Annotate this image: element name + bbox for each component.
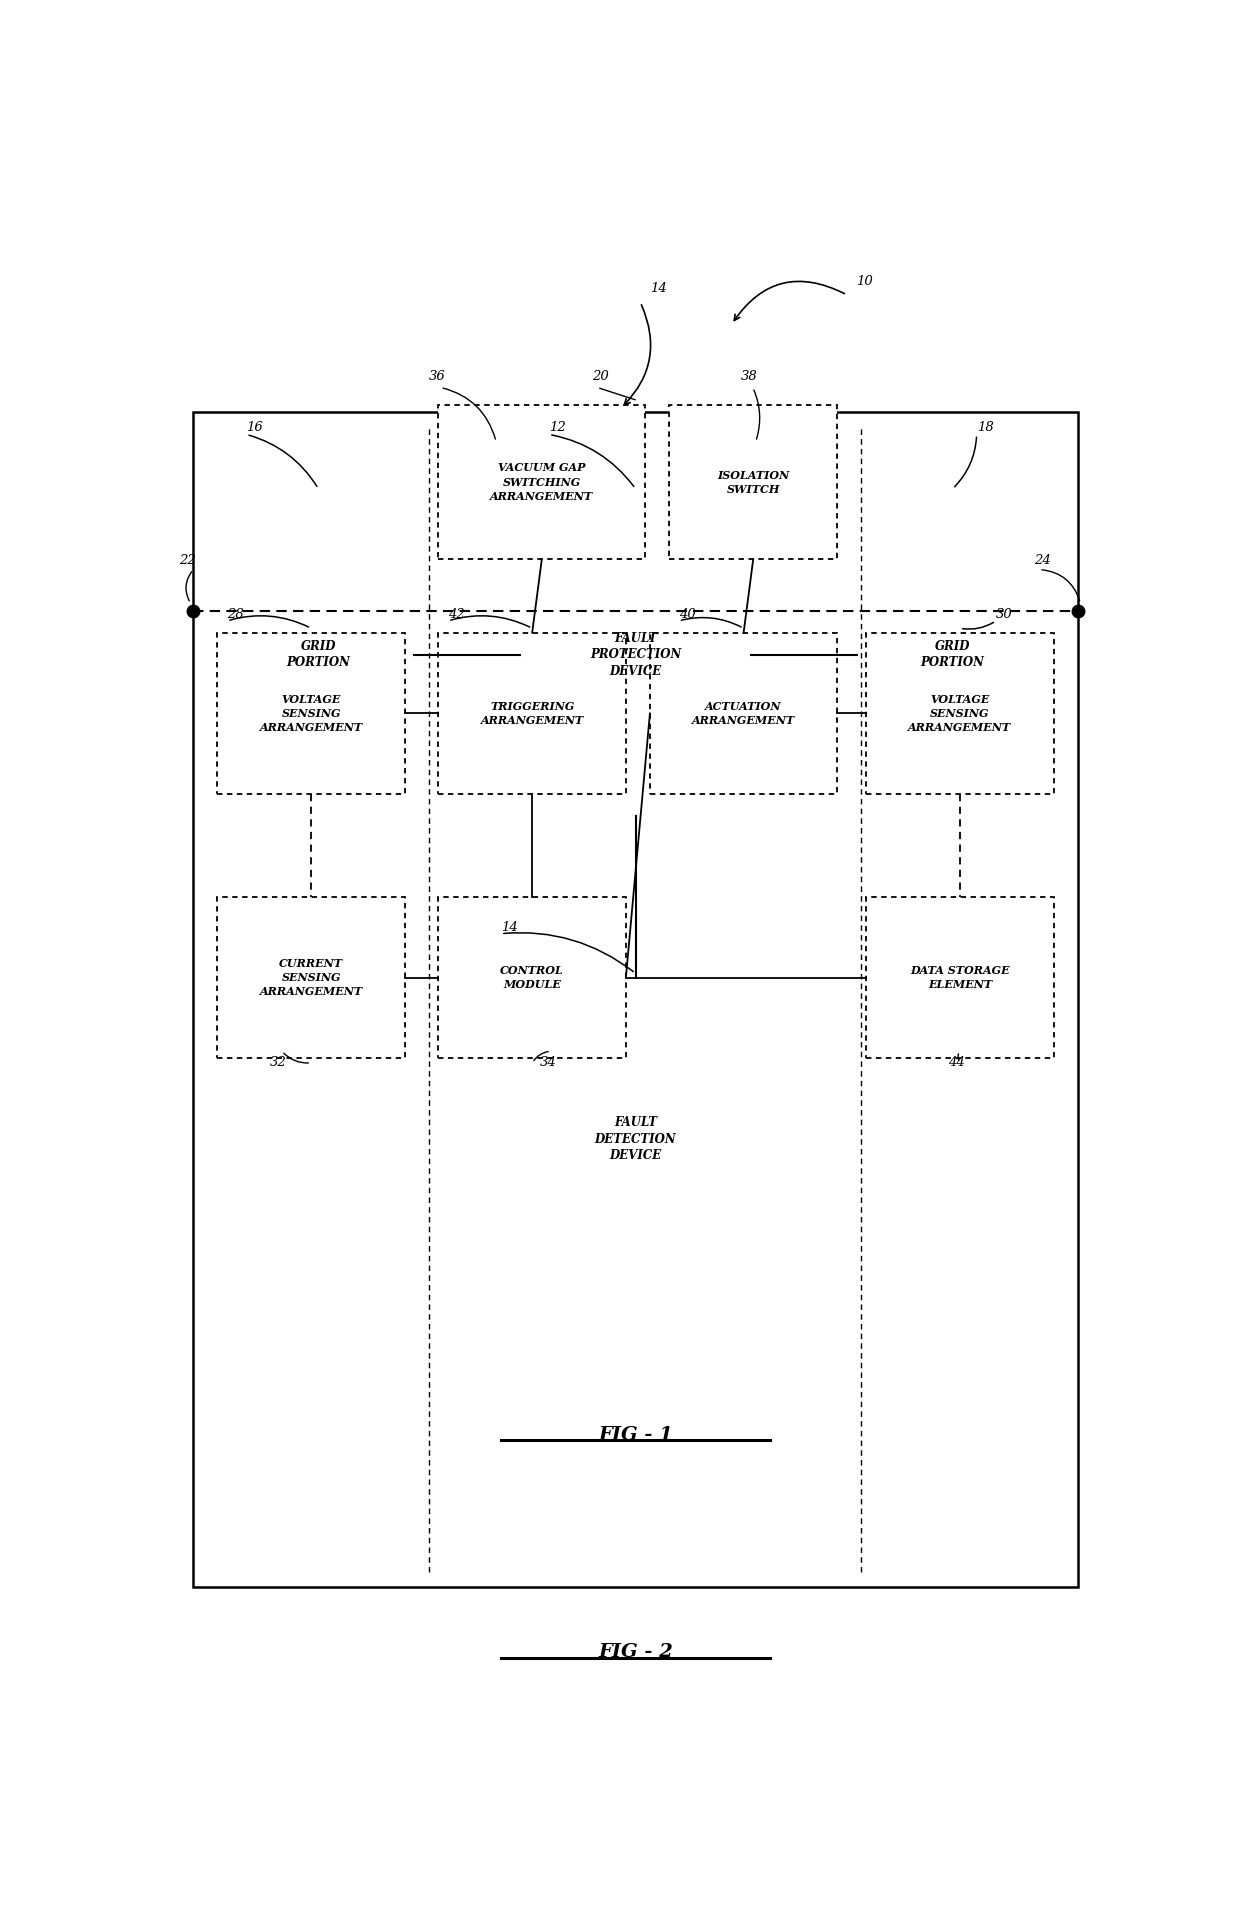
Text: TRIGGERING
ARRANGEMENT: TRIGGERING ARRANGEMENT bbox=[481, 702, 584, 727]
Text: 22: 22 bbox=[179, 553, 196, 566]
Text: VOLTAGE
SENSING
ARRANGEMENT: VOLTAGE SENSING ARRANGEMENT bbox=[259, 694, 363, 732]
Text: FAULT
DETECTION
DEVICE: FAULT DETECTION DEVICE bbox=[595, 1116, 676, 1161]
Bar bbox=[857, 494, 1049, 816]
Text: VACUUM GAP
SWITCHING
ARRANGEMENT: VACUUM GAP SWITCHING ARRANGEMENT bbox=[490, 463, 594, 502]
Text: 44: 44 bbox=[947, 1056, 965, 1068]
Bar bbox=[521, 978, 751, 1301]
Text: 20: 20 bbox=[593, 370, 609, 383]
Bar bbox=[439, 896, 626, 1058]
Text: CURRENT
SENSING
ARRANGEMENT: CURRENT SENSING ARRANGEMENT bbox=[259, 957, 363, 997]
Bar bbox=[193, 412, 1078, 1587]
Bar bbox=[217, 896, 404, 1058]
Bar bbox=[866, 896, 1054, 1058]
Bar bbox=[222, 494, 414, 816]
Bar bbox=[217, 633, 404, 793]
Text: FAULT
PROTECTION
DEVICE: FAULT PROTECTION DEVICE bbox=[590, 631, 681, 677]
Bar bbox=[439, 633, 626, 793]
Text: 28: 28 bbox=[227, 608, 244, 622]
Text: 10: 10 bbox=[857, 275, 873, 288]
Text: 32: 32 bbox=[270, 1056, 288, 1068]
Text: 24: 24 bbox=[1034, 553, 1052, 566]
Text: 14: 14 bbox=[501, 921, 518, 934]
Text: GRID
PORTION: GRID PORTION bbox=[920, 641, 985, 669]
Text: ACTUATION
ARRANGEMENT: ACTUATION ARRANGEMENT bbox=[692, 702, 795, 727]
Bar bbox=[670, 404, 837, 559]
Text: 30: 30 bbox=[996, 608, 1013, 622]
Text: 36: 36 bbox=[429, 370, 445, 383]
Text: 34: 34 bbox=[539, 1056, 557, 1068]
Bar bbox=[866, 633, 1054, 793]
Text: 18: 18 bbox=[977, 421, 993, 435]
Text: CONTROL
MODULE: CONTROL MODULE bbox=[500, 965, 564, 990]
Bar bbox=[650, 633, 837, 793]
Text: ISOLATION
SWITCH: ISOLATION SWITCH bbox=[717, 469, 790, 494]
Text: 40: 40 bbox=[678, 608, 696, 622]
Bar bbox=[439, 404, 645, 559]
Text: DATA STORAGE
ELEMENT: DATA STORAGE ELEMENT bbox=[910, 965, 1009, 990]
Text: 14: 14 bbox=[650, 282, 667, 296]
Text: FIG - 2: FIG - 2 bbox=[598, 1644, 673, 1661]
Text: 16: 16 bbox=[247, 421, 263, 435]
Text: VOLTAGE
SENSING
ARRANGEMENT: VOLTAGE SENSING ARRANGEMENT bbox=[908, 694, 1012, 732]
Text: GRID
PORTION: GRID PORTION bbox=[286, 641, 351, 669]
Text: FIG - 1: FIG - 1 bbox=[598, 1426, 673, 1444]
Bar bbox=[521, 494, 751, 816]
Text: 38: 38 bbox=[742, 370, 758, 383]
Text: 12: 12 bbox=[549, 421, 565, 435]
Text: 42: 42 bbox=[448, 608, 465, 622]
